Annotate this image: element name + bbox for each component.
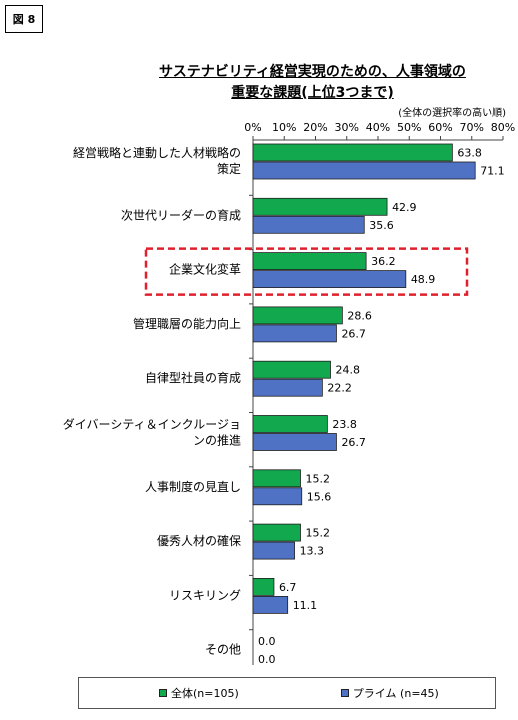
data-label: 42.9 [392, 201, 417, 214]
chart-title-line-1: サステナビリティ経営実現のための、人事領域の [159, 64, 466, 80]
x-tick-label: 30% [335, 121, 359, 134]
category-label: リスキリング [169, 588, 241, 602]
bar [252, 469, 301, 488]
category-label: 人事制度の見直し [145, 479, 241, 494]
data-label: 48.9 [411, 273, 436, 286]
category-label: 企業文化変革 [169, 262, 241, 277]
bar [252, 324, 337, 343]
chart-title: サステナビリティ経営実現のための、人事領域の 重要な課題(上位3つまで) [140, 62, 485, 104]
category-label: その他 [205, 643, 241, 657]
x-tick-label: 40% [366, 121, 390, 134]
data-label: 36.2 [371, 255, 396, 268]
legend-item-prime: プライム (n=45) [340, 685, 439, 701]
legend-swatch-prime [340, 689, 349, 697]
legend: 全体(n=105) プライム (n=45) [78, 677, 496, 709]
bar [252, 415, 328, 433]
x-tick-label: 60% [428, 121, 452, 134]
data-label: 6.7 [279, 581, 297, 594]
bar [252, 433, 337, 451]
category-label: 管理職層の能力向上 [133, 316, 241, 331]
data-label: 15.2 [306, 472, 331, 485]
bar [252, 161, 476, 180]
bar [252, 523, 301, 542]
bar [252, 578, 275, 596]
x-tick-label: 50% [397, 121, 421, 134]
bar [252, 215, 365, 234]
legend-swatch-all [159, 689, 167, 697]
figure-label: 図 8 [5, 5, 43, 33]
data-label: 11.1 [293, 599, 318, 612]
x-tick-label: 70% [460, 121, 484, 134]
bar [252, 487, 303, 506]
bar [252, 596, 289, 614]
data-label: 0.0 [258, 635, 276, 648]
bar [252, 306, 343, 325]
x-tick-label: 80% [491, 121, 515, 134]
data-label: 71.1 [480, 165, 505, 178]
category-label: 策定 [217, 161, 241, 176]
sort-note: (全体の選択率の高い順) [398, 108, 506, 119]
legend-item-all: 全体(n=105) [159, 685, 239, 701]
bar [252, 197, 388, 216]
bar [252, 378, 323, 397]
bar [252, 143, 453, 162]
data-label: 63.8 [457, 147, 482, 160]
data-label: 26.7 [341, 327, 366, 340]
bar [252, 360, 331, 379]
category-label: 次世代リーダーの育成 [121, 207, 241, 222]
category-label: ダイバーシティ＆インクルージョ [63, 417, 241, 432]
bar-chart: 0% 10% 20% 30% 40% 50% 60% 70% 80% 経営戦略と連動した人材戦略の… [63, 121, 515, 666]
data-label: 0.0 [258, 653, 276, 666]
data-label: 35.6 [369, 219, 394, 232]
data-label: 13.3 [300, 545, 325, 558]
legend-label-all: 全体(n=105) [171, 687, 239, 700]
category-label: 経営戦略と連動した人材戦略の [73, 145, 241, 160]
x-tick-label: 0% [244, 121, 261, 134]
bar [252, 270, 407, 289]
bar [252, 252, 367, 271]
data-label: 15.2 [306, 527, 331, 540]
category-label: ンの推進 [193, 434, 241, 448]
data-label: 26.7 [341, 436, 366, 449]
highlight-box [144, 247, 469, 296]
x-tick-label: 10% [272, 121, 296, 134]
category-label: 自律型社員の育成 [145, 370, 241, 385]
chart-title-line-2: 重要な課題(上位3つまで) [231, 85, 394, 101]
category-label: 優秀人材の確保 [157, 533, 241, 548]
x-tick-label: 20% [303, 121, 327, 134]
data-label: 23.8 [332, 418, 357, 431]
data-label: 24.8 [336, 364, 361, 377]
legend-label-prime: プライム (n=45) [352, 687, 439, 700]
data-label: 22.2 [327, 382, 352, 395]
bar [252, 541, 295, 560]
data-label: 15.6 [307, 490, 332, 503]
data-label: 28.6 [347, 309, 372, 322]
